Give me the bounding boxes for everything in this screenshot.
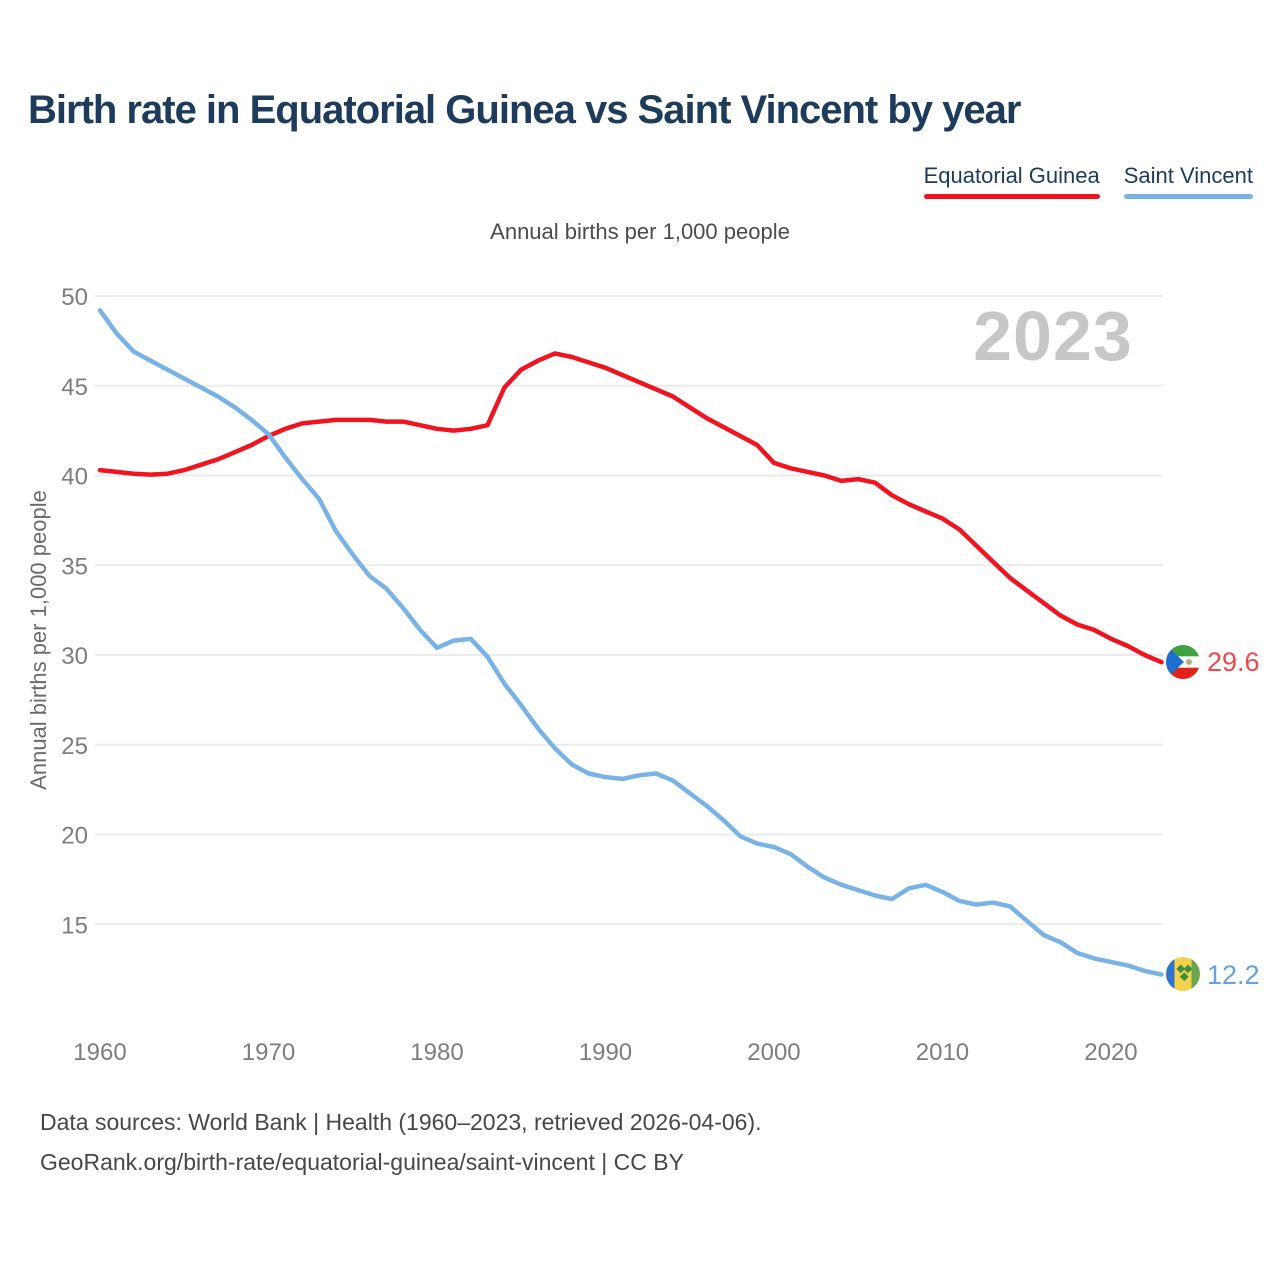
x-tick-label: 1980 — [410, 1039, 463, 1066]
y-tick-label: 20 — [61, 823, 88, 850]
y-tick-label: 45 — [61, 374, 88, 401]
y-tick-label: 40 — [61, 464, 88, 491]
legend-item-saint-vincent[interactable]: Saint Vincent — [1123, 163, 1253, 199]
gridlines-and-ticks: 50 45 40 35 30 25 20 15 1960 1970 1980 1990 2000 2010… — [61, 284, 1163, 1066]
x-tick-label: 2020 — [1084, 1039, 1137, 1066]
saint-vincent-value-label: 12.2 — [1207, 960, 1260, 990]
x-tick-label: 1970 — [242, 1039, 295, 1066]
y-tick-label: 30 — [61, 643, 88, 670]
x-tick-label: 1990 — [579, 1039, 632, 1066]
legend: Equatorial Guinea Saint Vincent — [923, 163, 1253, 199]
chart-subtitle: Annual births per 1,000 people — [490, 219, 790, 244]
attribution-line: GeoRank.org/birth-rate/equatorial-guinea… — [40, 1149, 684, 1175]
y-tick-label: 35 — [61, 553, 88, 580]
x-tick-label: 2010 — [916, 1039, 969, 1066]
saint-vincent-line — [97, 308, 1164, 977]
x-tick-label: 1960 — [73, 1039, 126, 1066]
legend-color-bar — [923, 194, 1100, 199]
equatorial-guinea-line — [97, 351, 1164, 665]
legend-label: Equatorial Guinea — [923, 163, 1100, 188]
x-tick-label: 2000 — [747, 1039, 800, 1066]
source-note: Data sources: World Bank | Health (1960–… — [40, 1102, 762, 1182]
equatorial-guinea-flag-icon — [1166, 645, 1200, 679]
y-tick-label: 50 — [61, 284, 88, 311]
y-axis-title: Annual births per 1,000 people — [26, 490, 51, 790]
page-title: Birth rate in Equatorial Guinea vs Saint… — [28, 88, 1021, 132]
series-lines — [97, 308, 1164, 977]
equatorial-guinea-value-label: 29.6 — [1207, 647, 1260, 677]
y-tick-label: 15 — [61, 912, 88, 939]
watermark-year: 2023 — [973, 297, 1133, 375]
legend-item-equatorial-guinea[interactable]: Equatorial Guinea — [923, 163, 1100, 199]
legend-color-bar — [1123, 194, 1253, 199]
y-tick-label: 25 — [61, 733, 88, 760]
saint-vincent-flag-icon — [1166, 957, 1200, 991]
legend-label: Saint Vincent — [1123, 163, 1253, 188]
source-line: Data sources: World Bank | Health (1960–… — [40, 1109, 762, 1135]
